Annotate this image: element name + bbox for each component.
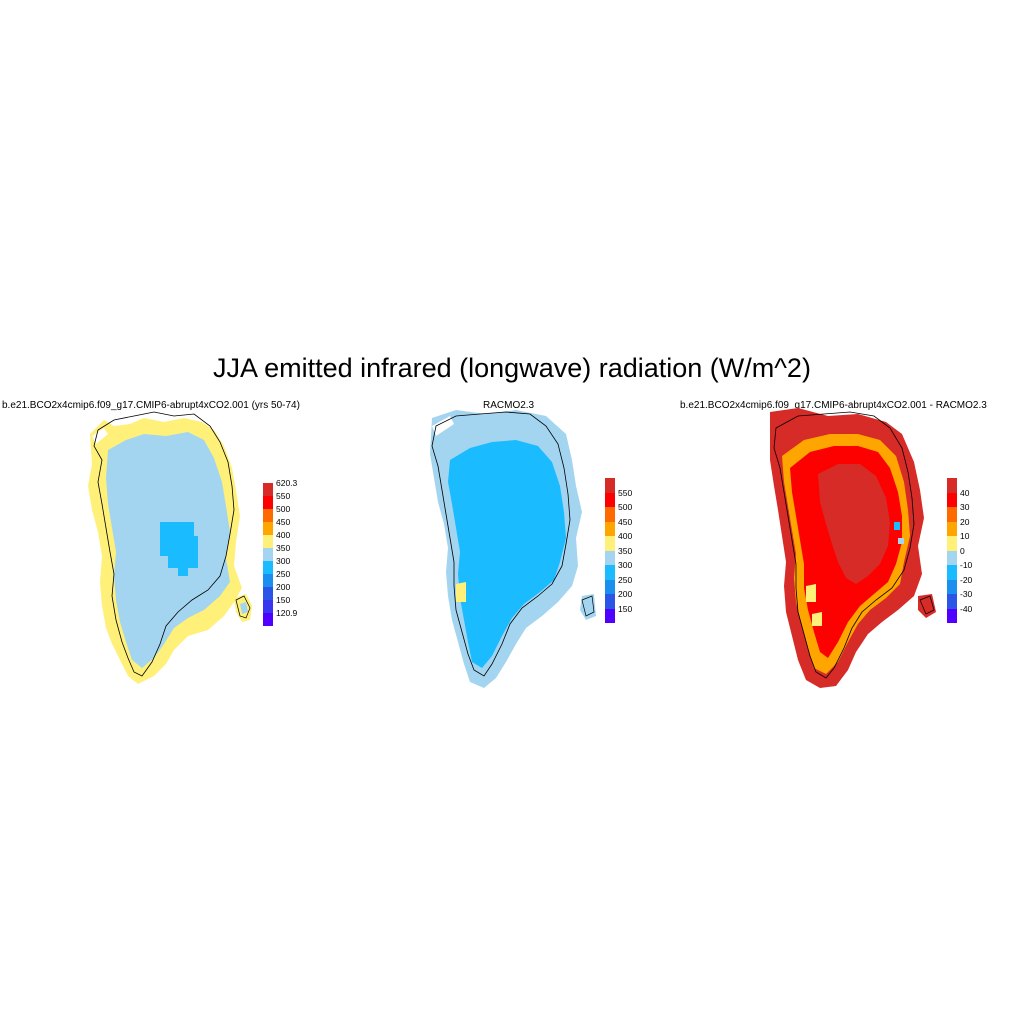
panel-title-model: b.e21.BCO2x4cmip6.f09_g17.CMIP6-abrupt4x… xyxy=(2,400,300,411)
colorbar-label: 150 xyxy=(618,603,633,614)
colorbar-label: 30 xyxy=(960,502,970,512)
core xyxy=(818,464,890,584)
colorbar-label: 450 xyxy=(618,516,633,527)
greenland-map-model xyxy=(88,411,252,684)
colorbar-label: 450 xyxy=(276,517,291,527)
colorbar-swatch xyxy=(263,561,273,574)
east-island-core xyxy=(240,602,248,614)
map-panel-obs xyxy=(426,406,596,688)
colorbar-swatch xyxy=(263,535,273,548)
colorbar-swatch xyxy=(263,587,273,600)
colorbar-label: -30 xyxy=(960,589,973,599)
colorbar-label: 620.3 xyxy=(276,478,298,488)
colorbar-swatch xyxy=(605,478,615,493)
colorbar-swatch xyxy=(947,594,957,609)
colorbar-swatch xyxy=(947,550,957,565)
colorbar-swatch xyxy=(947,492,957,507)
coastline-east-island xyxy=(919,595,935,615)
colorbar-swatch xyxy=(605,507,615,522)
coastline xyxy=(93,411,235,677)
coastline-east-island xyxy=(235,595,251,619)
colorbar-label: 120.9 xyxy=(276,608,298,618)
interior-field xyxy=(448,440,566,668)
colorbar-label: 0 xyxy=(960,545,965,556)
coastline xyxy=(773,411,915,679)
cold-core xyxy=(160,522,198,576)
colorbar-swatch xyxy=(263,574,273,587)
colorbar-swatch xyxy=(605,521,615,536)
colorbar-label: 150 xyxy=(276,595,291,605)
north-gap xyxy=(432,416,454,436)
greenland-map-diff xyxy=(770,408,936,688)
colorbar-swatch xyxy=(605,492,615,507)
colorbar-swatch xyxy=(947,521,957,536)
colorbar-swatch xyxy=(947,608,957,623)
east-islands xyxy=(580,594,596,620)
colorbar-swatch xyxy=(263,509,273,522)
colorbar-label: 300 xyxy=(618,560,633,570)
colorbar-swatch xyxy=(605,550,615,565)
colorbar-label: 250 xyxy=(276,569,291,579)
colorbar-swatch xyxy=(605,536,615,551)
colorbar-label: 350 xyxy=(618,545,633,556)
colorbar-swatch xyxy=(947,478,957,493)
panel-title-obs: RACMO2.3 xyxy=(483,400,535,411)
blue-speck-2 xyxy=(898,538,904,544)
blue-speck-1 xyxy=(894,522,900,530)
coastline-east-island xyxy=(581,595,595,617)
colorbar-label: 500 xyxy=(618,502,633,512)
colorbar-label: 40 xyxy=(960,487,970,498)
greenland-map-obs xyxy=(430,410,596,688)
colorbar-label: 400 xyxy=(276,530,291,540)
figure-title: JJA emitted infrared (longwave) radiatio… xyxy=(213,353,811,383)
yellow-patch-2 xyxy=(812,612,822,626)
colorbar-label: 200 xyxy=(618,589,633,599)
colorbar-label: 350 xyxy=(276,543,291,553)
colorbar-swatch xyxy=(605,579,615,594)
colorbar-swatch xyxy=(263,600,273,613)
map-panel-model xyxy=(84,406,254,688)
colorbar-label: -20 xyxy=(960,574,973,585)
colorbar-swatch xyxy=(605,608,615,623)
colorbar-swatch xyxy=(263,548,273,561)
colorbar-swatch xyxy=(947,579,957,594)
coastline xyxy=(431,411,571,677)
colorbar-swatch xyxy=(947,507,957,522)
colorbar-label: 550 xyxy=(276,491,291,501)
panel-title-diff: b.e21.BCO2x4cmip6.f09_g17.CMIP6-abrupt4x… xyxy=(680,400,987,411)
yellow-patch xyxy=(456,582,466,602)
colorbar-label: 400 xyxy=(618,531,633,541)
colorbar-label: 20 xyxy=(960,516,970,527)
colorbar-swatch xyxy=(605,594,615,609)
colorbar-label: 500 xyxy=(276,504,291,514)
colorbar-label: 300 xyxy=(276,556,291,566)
colorbar-swatch xyxy=(263,522,273,535)
north-gap xyxy=(92,428,108,444)
colorbar-swatch xyxy=(263,613,273,626)
map-panel-diff xyxy=(768,406,938,688)
colorbar-label: 550 xyxy=(618,487,633,498)
colorbar-label: 200 xyxy=(276,582,291,592)
colorbar-label: 10 xyxy=(960,531,970,541)
colorbar-label: -10 xyxy=(960,560,973,570)
colorbar-swatch xyxy=(263,496,273,509)
colorbar-swatch xyxy=(947,565,957,580)
colorbar-swatch xyxy=(947,536,957,551)
east-islands xyxy=(918,594,936,618)
colorbar-label: 250 xyxy=(618,574,633,585)
colorbar-label: -40 xyxy=(960,603,973,614)
colorbar-swatch xyxy=(263,483,273,496)
colorbar-swatch xyxy=(605,565,615,580)
yellow-patch-1 xyxy=(806,584,816,602)
